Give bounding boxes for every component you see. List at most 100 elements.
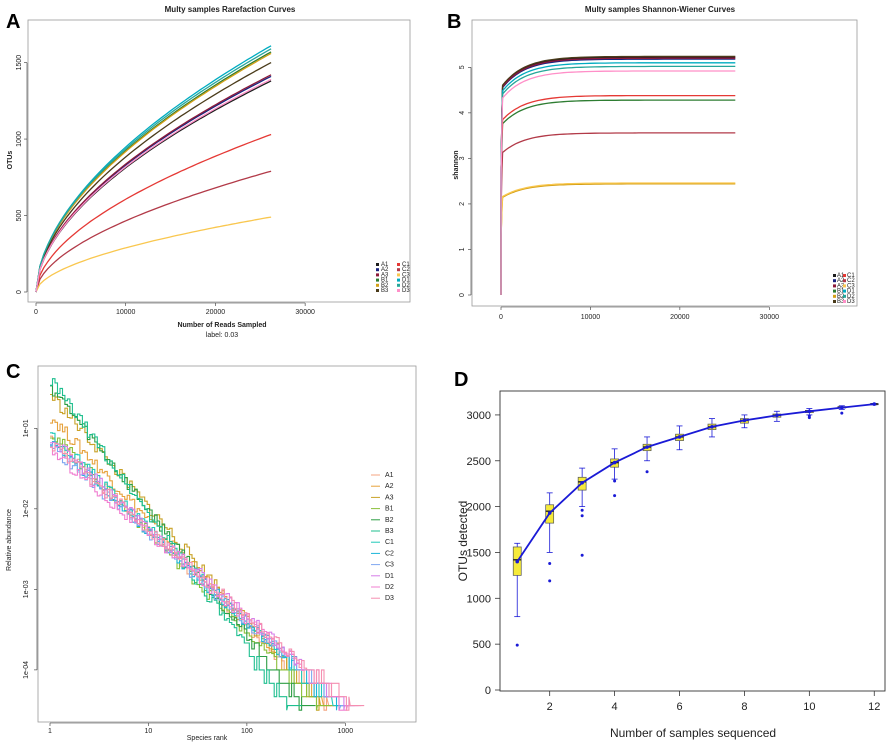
panel-a-series-c1 (35, 133, 272, 293)
panel-a-legend-label-c1: C1 (402, 262, 410, 268)
panel-b-series-d1 (500, 62, 736, 296)
panel-c-legend-label-c1: C1 (385, 539, 394, 546)
panel-a-axes: 0 10000 20000 30000 0 500 1000 1500 (16, 55, 315, 316)
panel-label-a: A (6, 11, 20, 33)
panel-a-ylabel: OTUs (7, 151, 14, 170)
panel-d-y-tick-label: 1500 (467, 547, 491, 559)
panel-a-y-tick-label: 500 (16, 210, 23, 222)
panel-c-x-tick-label: 10 (145, 728, 153, 735)
panel-a-legend-swatch-a1 (376, 263, 379, 266)
panel-a-legend-label-c3: C3 (402, 272, 410, 278)
panel-b-y-tick-label: 5 (459, 65, 466, 69)
panel-a-legend-swatch-d1 (397, 278, 400, 282)
panel-b-x-tick-label: 20000 (670, 314, 690, 321)
panel-b-legend-label-b2: B2 (837, 294, 845, 300)
panel-d-mean-point (840, 405, 844, 410)
panel-d-plot (512, 402, 879, 647)
panel-a-legend-swatch-a2 (376, 268, 379, 272)
panel-b-legend-label-c3: C3 (847, 283, 855, 289)
panel-b-x-tick-label: 10000 (581, 314, 601, 321)
panel-b-series-a2 (500, 58, 736, 296)
panel-b-legend-swatch-d3 (843, 300, 846, 303)
panel-b-legend-swatch-d2 (843, 294, 846, 298)
panel-b-legend-swatch-d1 (843, 289, 846, 293)
panel-a-legend-swatch-d2 (397, 283, 400, 287)
panel-a-legend-label-b1: B1 (381, 278, 389, 284)
panel-label-d: D (454, 369, 468, 391)
panel-d-x-tick-label: 8 (741, 701, 747, 713)
panel-c-axes: 1 10 100 1000 1e-04 1e-03 1e-02 1e-01 (23, 419, 353, 735)
panel-a-series-a1 (35, 80, 272, 293)
panel-d-mean-point (872, 402, 877, 406)
panel-c-legend-label-d2: D2 (385, 584, 394, 591)
panel-d-x-tick-label: 10 (803, 701, 815, 713)
panel-a-legend-label-d3: D3 (402, 288, 410, 294)
panel-a-xlabel: Number of Reads Sampled (177, 322, 266, 329)
panel-d-y-tick-label: 1000 (467, 593, 491, 605)
panel-b-x-tick-label: 0 (499, 314, 503, 321)
panel-label-c: C (6, 361, 20, 383)
panel-d-outlier (613, 479, 617, 483)
panel-a-legend-label-d1: D1 (402, 278, 410, 284)
panel-d-outlier (548, 561, 552, 565)
panel-c-legend-label-a3: A3 (385, 494, 394, 501)
panel-b-frame (471, 19, 858, 307)
panel-d-outlier (580, 553, 584, 557)
panel-d-mean-point (515, 559, 520, 564)
panel-a-legend-label-a3: A3 (381, 272, 389, 278)
panel-b-series-b2 (500, 183, 736, 296)
panel-c-legend-label-d1: D1 (385, 573, 394, 580)
panel-a-legend-swatch-b3 (376, 289, 379, 292)
panel-b-legend-label-b3: B3 (837, 299, 845, 305)
panel-d-mean-point (742, 418, 747, 423)
panel-a-legend-swatch-c3 (397, 273, 400, 277)
panel-d-outlier (515, 643, 519, 647)
panel-a-legend-swatch-b2 (376, 283, 379, 287)
panel-a-legend-swatch-b1 (376, 278, 379, 282)
panel-d-y-tick-label: 2000 (467, 502, 491, 514)
panel-b-legend-label-c1: C1 (847, 273, 855, 279)
panel-a-legend-swatch-c1 (397, 263, 400, 266)
panel-b-legend-label-a2: A2 (837, 278, 845, 284)
panel-a-series-b1 (35, 51, 272, 293)
panel-b-legend-label-d3: D3 (847, 299, 855, 305)
panel-d-x-tick-label: 12 (868, 701, 880, 713)
panel-d-y-tick-label: 500 (473, 639, 491, 651)
panel-c-legend-label-b1: B1 (385, 506, 394, 513)
panel-a-y-tick-label: 0 (16, 290, 23, 294)
panel-a-legend-label-d2: D2 (402, 283, 410, 289)
panel-b-y-tick-label: 3 (459, 156, 466, 160)
panel-a-series-b2 (35, 52, 272, 293)
panel-a-series-a3 (35, 74, 272, 293)
panel-c-legend-label-b2: B2 (385, 517, 394, 524)
panel-b-y-tick-label: 1 (459, 247, 466, 251)
panel-d-outlier (807, 414, 811, 418)
panel-d-x-tick-label: 4 (612, 701, 618, 713)
panel-d-outlier (580, 514, 584, 518)
panel-a-y-tick-label: 1500 (16, 55, 23, 71)
panel-d-axes: 2 4 6 8 10 12 0 500 1000 1500 2000 2500 3000 (467, 410, 881, 713)
panel-d-mean-point (612, 460, 617, 465)
panel-c: C 1 10 100 1000 1e-04 1e-03 1e-02 1e-01 A1 A2 A3 B… (6, 361, 417, 742)
panel-a-series-b3 (35, 62, 272, 293)
panel-d-y-tick-label: 0 (485, 685, 491, 697)
panel-c-series-d3 (50, 442, 365, 711)
panel-d-mean-point (807, 409, 812, 414)
panel-b-series-c2 (500, 132, 736, 296)
panel-c-y-tick-label: 1e-03 (23, 580, 30, 598)
panel-label-b: B (447, 11, 461, 33)
panel-d-ylabel: OTUs detected (456, 501, 470, 582)
panel-b-legend-swatch-b3 (833, 300, 836, 303)
panel-a-legend-label-b2: B2 (381, 283, 389, 289)
panel-b: B Multy samples Shannon-Wiener Curves 0 1… (447, 5, 858, 321)
panel-a-legend-label-c2: C2 (402, 267, 410, 273)
panel-d-mean-point (645, 445, 649, 449)
panel-b-series-d2 (500, 65, 736, 296)
panel-c-x-tick-label: 1 (48, 728, 52, 735)
panel-a-title: Multy samples Rarefaction Curves (165, 5, 296, 14)
panel-c-series-b3 (50, 378, 302, 711)
panel-b-series-c1 (500, 94, 736, 296)
